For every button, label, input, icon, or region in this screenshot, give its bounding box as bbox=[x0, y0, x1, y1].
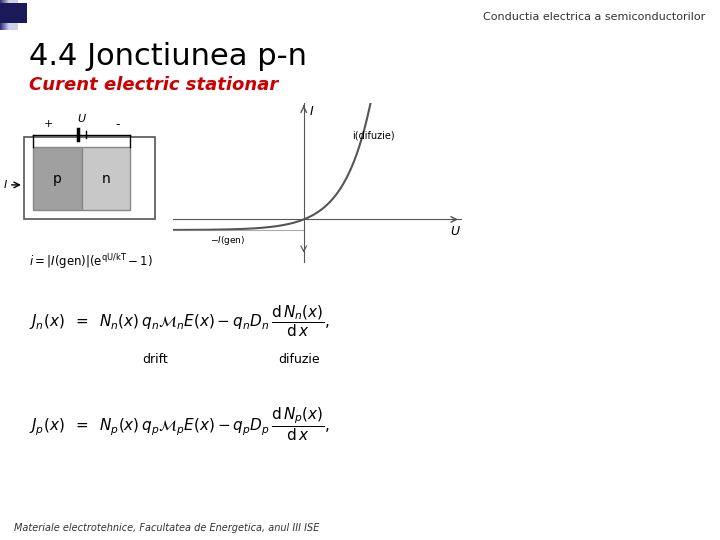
Text: p: p bbox=[53, 172, 62, 186]
Text: -: - bbox=[115, 118, 120, 131]
Text: difuzie: difuzie bbox=[278, 353, 320, 366]
Text: Curent electric stationar: Curent electric stationar bbox=[29, 76, 278, 94]
Text: drift: drift bbox=[142, 353, 168, 366]
Text: $J_n(x) \;\;=\;\; N_n(x)\,q_n\mathcal{M}_n E(x) - q_n D_n\,\dfrac{\mathrm{d}\,N_: $J_n(x) \;\;=\;\; N_n(x)\,q_n\mathcal{M}… bbox=[29, 303, 330, 339]
Text: Materiale electrotehnice, Facultatea de Energetica, anul III ISE: Materiale electrotehnice, Facultatea de … bbox=[14, 523, 320, 533]
Bar bbox=[24, 137, 155, 219]
Text: U: U bbox=[78, 114, 86, 124]
Bar bbox=[33, 147, 82, 210]
Text: i(difuzie): i(difuzie) bbox=[352, 131, 395, 141]
Text: I: I bbox=[310, 105, 313, 118]
Text: $J_p(x) \;\;=\;\; N_p(x)\,q_p\mathcal{M}_p E(x) - q_p D_p\,\dfrac{\mathrm{d}\,N_: $J_p(x) \;\;=\;\; N_p(x)\,q_p\mathcal{M}… bbox=[29, 405, 330, 443]
Text: U: U bbox=[451, 225, 460, 238]
Text: $-I(\rm{gen})$: $-I(\rm{gen})$ bbox=[210, 234, 246, 247]
Bar bbox=[82, 147, 130, 210]
Text: $i = |I(\rm{gen})|(e^{qU/kT} - 1)$: $i = |I(\rm{gen})|(e^{qU/kT} - 1)$ bbox=[29, 252, 153, 271]
Text: Conductia electrica a semiconductorilor: Conductia electrica a semiconductorilor bbox=[483, 12, 706, 22]
Text: n: n bbox=[102, 172, 110, 186]
Text: I: I bbox=[4, 180, 7, 190]
Text: 4.4 Jonctiunea p-n: 4.4 Jonctiunea p-n bbox=[29, 42, 307, 71]
Text: +: + bbox=[43, 119, 53, 129]
